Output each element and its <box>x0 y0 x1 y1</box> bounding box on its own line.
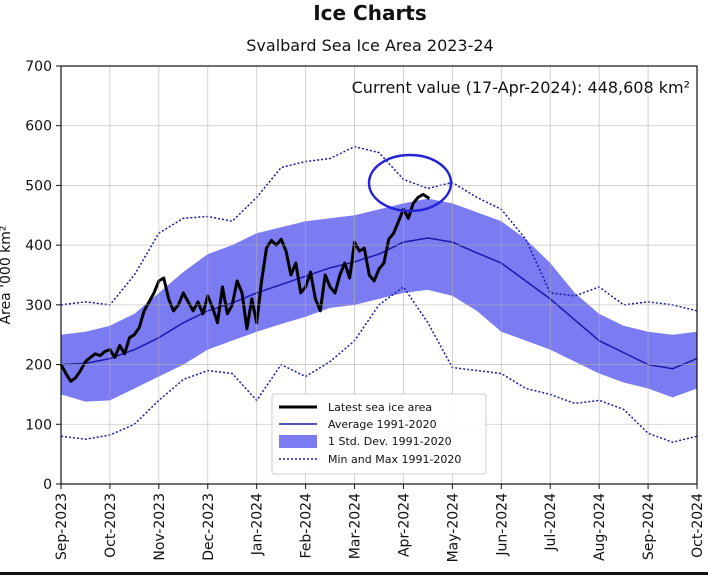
x-tick-label: Feb-2024 <box>299 493 315 559</box>
y-tick-label: 700 <box>25 59 52 75</box>
y-tick-label: 400 <box>25 238 52 254</box>
latest-line <box>59 192 431 383</box>
legend-swatch-std-dev <box>279 435 317 448</box>
legend-label-latest: Latest sea ice area <box>328 401 432 414</box>
legend-label-average: Average 1991-2020 <box>328 418 437 431</box>
x-tick-label: Dec-2023 <box>201 493 217 561</box>
max-line <box>60 145 698 312</box>
legend-label-minmax: Min and Max 1991-2020 <box>328 453 461 466</box>
y-tick-label: 200 <box>25 358 52 374</box>
current-value-annotation: Current value (17-Apr-2024): 448,608 km² <box>352 78 690 97</box>
bottom-divider <box>0 572 708 575</box>
highlight-circle <box>367 153 453 213</box>
y-tick-label: 0 <box>43 477 52 493</box>
legend: Latest sea ice area Average 1991-2020 1 … <box>271 393 487 475</box>
x-tick-label: Jul-2024 <box>543 493 559 552</box>
average-layer <box>60 237 698 370</box>
y-axis-label: Area '000 km² <box>0 225 14 324</box>
legend-label-std-dev: 1 Std. Dev. 1991-2020 <box>328 435 452 448</box>
y-tick-label: 600 <box>25 119 52 135</box>
x-tick-label: Mar-2024 <box>348 493 364 559</box>
x-tick-label: Oct-2024 <box>690 493 706 558</box>
axis-layer: 0 100 200 300 400 500 600 700 Sep-2023 Oct-2023 No… <box>25 59 706 562</box>
chart-subtitle: Svalbard Sea Ice Area 2023-24 <box>246 36 493 55</box>
x-tick-label: Aug-2024 <box>592 493 608 561</box>
x-tick-label: Jan-2024 <box>250 493 266 556</box>
y-tick-label: 500 <box>25 178 52 194</box>
x-tick-label: Sep-2024 <box>641 493 657 560</box>
chart-title: Ice Charts <box>313 1 427 25</box>
plot-frame <box>60 65 698 485</box>
x-tick-label: May-2024 <box>445 493 461 562</box>
latest-layer <box>59 192 431 383</box>
x-tick-label: Jun-2024 <box>494 493 510 557</box>
y-tick-label: 300 <box>25 298 52 314</box>
x-tick-label: Sep-2023 <box>54 493 70 560</box>
legend-box <box>271 393 487 475</box>
x-tick-label: Apr-2024 <box>396 493 412 557</box>
grid-layer <box>60 65 698 485</box>
average-line <box>60 237 698 370</box>
y-tick-label: 100 <box>25 417 52 433</box>
x-tick-label: Nov-2023 <box>152 493 168 561</box>
x-tick-label: Oct-2023 <box>103 493 119 558</box>
